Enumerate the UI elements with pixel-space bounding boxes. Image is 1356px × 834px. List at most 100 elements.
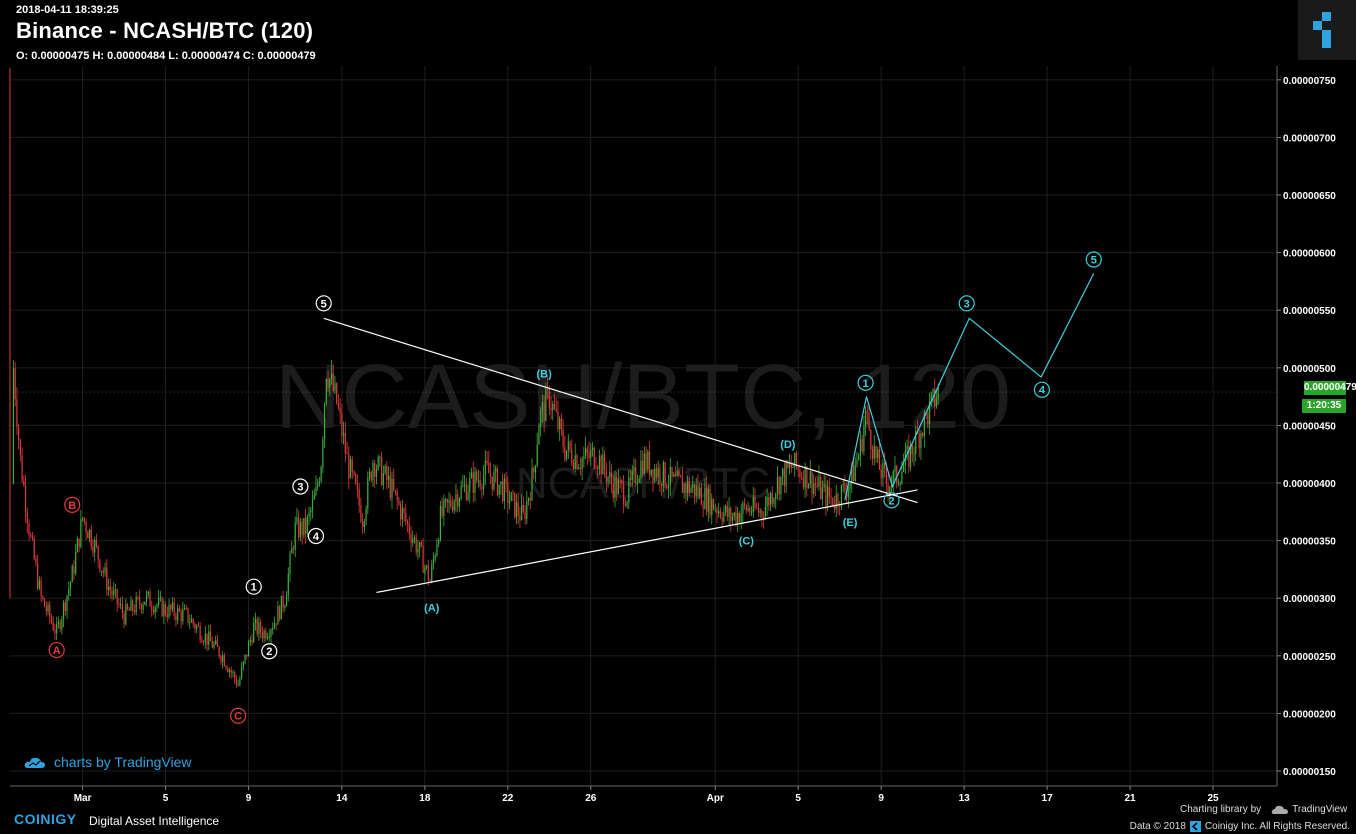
candle-body [809, 471, 811, 485]
wave-label: (A) [424, 602, 440, 614]
candle-body [215, 640, 217, 644]
candle-body [375, 469, 378, 477]
candle-body [92, 546, 94, 553]
candle-body [54, 630, 56, 634]
candle-body [851, 464, 853, 484]
candle-body [505, 478, 507, 483]
candle-body [170, 604, 172, 610]
candle-body [355, 474, 357, 484]
candle-body [151, 606, 153, 610]
candle-body [419, 541, 421, 550]
candle-body [742, 503, 744, 514]
candle-body [311, 499, 314, 511]
wave-label: 1 [251, 582, 257, 594]
candle-body [417, 549, 419, 553]
candle-body [363, 520, 365, 527]
candle-body [619, 480, 621, 482]
candle-body [783, 468, 785, 487]
candle-body [792, 467, 794, 468]
candle-body [538, 426, 540, 445]
candle-body [237, 685, 239, 687]
candle-body [130, 600, 132, 611]
candle-body [745, 505, 747, 511]
candle-body [232, 672, 234, 674]
candle-body [218, 646, 220, 657]
wave-label: 1 [863, 378, 869, 390]
candle-body [650, 469, 652, 476]
candle-body [486, 460, 488, 463]
wave-label: (D) [780, 439, 796, 451]
candle-body [806, 466, 808, 489]
candle-body [699, 487, 701, 496]
candle-body [190, 619, 193, 623]
candle-body [788, 464, 791, 468]
candle-body [415, 537, 417, 553]
candle-body [695, 485, 697, 496]
candle-body [626, 502, 628, 506]
candle-body [472, 472, 474, 493]
candle-body [609, 472, 611, 478]
candles-group [12, 360, 939, 689]
candle-body [778, 477, 780, 495]
candle-body [23, 480, 25, 486]
candle-body [24, 485, 27, 513]
candle-body [915, 430, 917, 454]
candle-body [477, 479, 480, 481]
candle-body [211, 641, 213, 648]
candle-body [75, 552, 77, 574]
candle-body [524, 511, 526, 520]
candle-body [164, 604, 167, 615]
candle-body [522, 504, 524, 512]
charting-library-text: Charting library by [1180, 804, 1262, 815]
candle-body [676, 471, 678, 477]
charting-library-credit[interactable]: Charting library by TradingView [1180, 804, 1347, 815]
wave-label: B [68, 500, 76, 512]
y-tick-label: 0.00000300 [1283, 594, 1336, 605]
x-tick-label: 22 [502, 793, 514, 804]
candle-body [858, 455, 860, 461]
wave-label-circle [307, 527, 325, 545]
candle-body [721, 517, 723, 522]
candle-body [194, 623, 196, 629]
cloud-icon [24, 757, 45, 768]
candle-body [268, 636, 270, 638]
candle-body [725, 505, 727, 513]
coinigy-logo[interactable] [1298, 0, 1356, 60]
candle-body [712, 499, 715, 510]
candle-body [655, 468, 658, 478]
candle-body [593, 447, 595, 468]
candle-body [33, 538, 35, 559]
candle-body [737, 512, 739, 524]
x-tick-label: 21 [1125, 793, 1137, 804]
candle-body [934, 389, 936, 407]
timestamp: 2018-04-11 18:39:25 [16, 4, 119, 16]
candle-body [569, 441, 571, 450]
candle-body [536, 444, 538, 466]
candle-body [849, 483, 851, 490]
watermark-main: NCASH/BTC, 120 [275, 346, 1011, 448]
candle-body [683, 483, 685, 494]
candle-body [90, 529, 92, 547]
candle-body [723, 512, 725, 522]
candle-body [702, 504, 704, 509]
candle-body [133, 610, 136, 613]
candle-body [109, 586, 111, 591]
candle-body [775, 493, 777, 499]
candle-body [304, 517, 307, 534]
candle-body [260, 622, 262, 633]
candle-body [453, 501, 455, 511]
candle-body [709, 488, 711, 515]
candle-body [757, 508, 760, 513]
candle-body [852, 464, 855, 482]
candle-body [716, 509, 718, 514]
copyright-line: Data © 2018 Coinigy Inc. All Rights Rese… [1130, 821, 1350, 832]
candle-body [128, 609, 130, 611]
candle-body [156, 605, 158, 608]
candle-body [114, 589, 117, 591]
candle-body [275, 623, 277, 625]
candle-body [320, 467, 322, 482]
tradingview-branding[interactable]: charts by TradingView [24, 754, 191, 770]
candle-body [600, 455, 602, 475]
candle-body [799, 469, 801, 478]
